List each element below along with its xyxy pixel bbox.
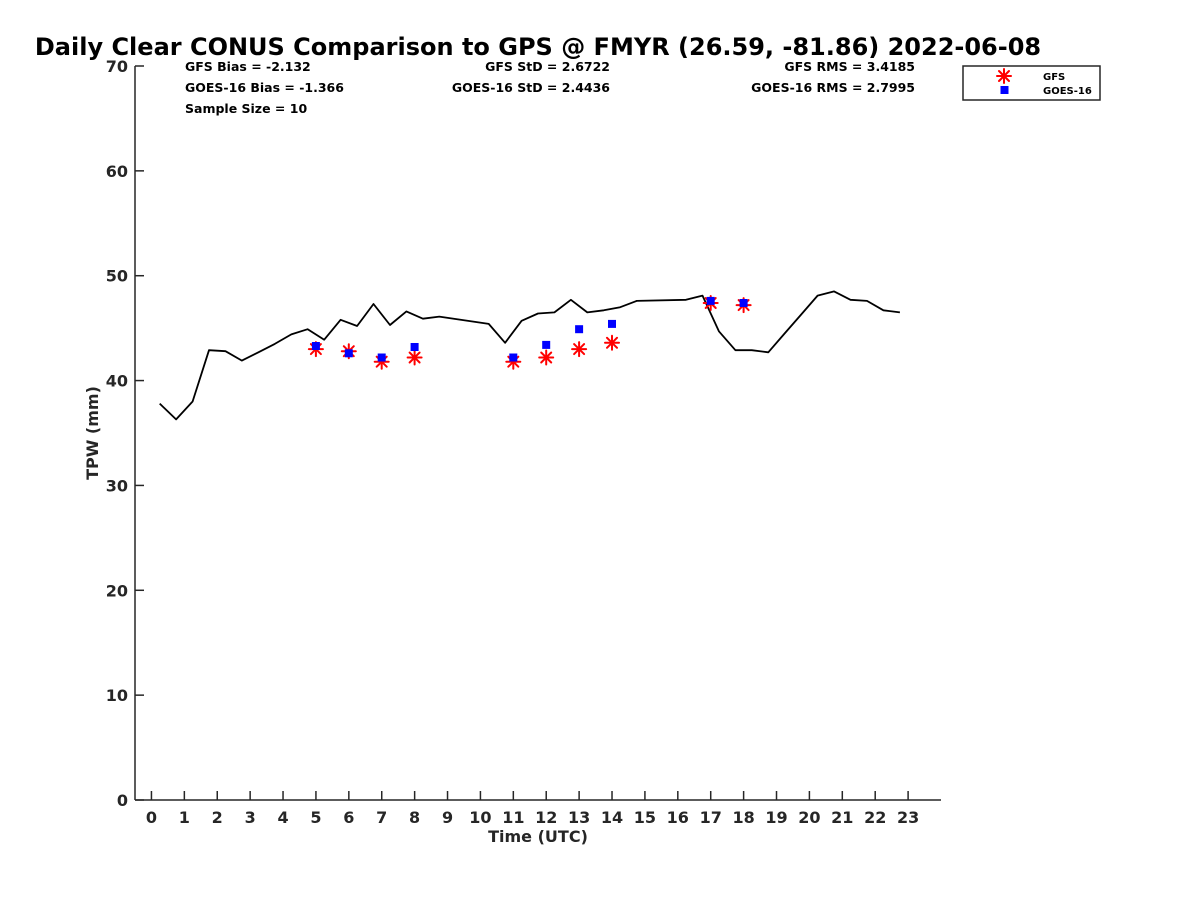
x-tick-label: 22 xyxy=(864,808,886,827)
goes-point xyxy=(311,342,320,350)
gfs-point xyxy=(406,349,423,366)
x-tick-label: 17 xyxy=(700,808,722,827)
goes-point xyxy=(575,325,584,334)
x-tick-label: 5 xyxy=(310,808,321,827)
x-tick-label: 19 xyxy=(765,808,787,827)
goes-point xyxy=(608,319,616,328)
y-tick-label: 20 xyxy=(106,581,128,600)
y-tick-label: 40 xyxy=(106,372,128,391)
x-tick-label: 21 xyxy=(831,808,853,827)
gfs-rms-text: GFS RMS = 3.4185 xyxy=(784,59,915,74)
gfs-point xyxy=(571,341,588,358)
y-axis-label: TPW (mm) xyxy=(83,386,102,480)
x-axis-label: Time (UTC) xyxy=(488,827,588,846)
y-tick-label: 0 xyxy=(117,791,128,810)
goes-std-text: GOES-16 StD = 2.4436 xyxy=(452,80,610,95)
x-tick-label: 20 xyxy=(798,808,820,827)
gfs-point xyxy=(538,349,555,366)
x-tick-label: 15 xyxy=(634,808,656,827)
x-tick-label: 18 xyxy=(732,808,754,827)
gfs-point-stroke xyxy=(408,351,421,364)
x-tick-label: 1 xyxy=(179,808,190,827)
gfs-point xyxy=(604,334,620,351)
x-tick-label: 13 xyxy=(568,808,590,827)
gfs-point-stroke xyxy=(606,336,618,349)
x-tick-label: 10 xyxy=(469,808,491,827)
goes-rms-text: GOES-16 RMS = 2.7995 xyxy=(751,80,915,95)
goes-point xyxy=(542,340,551,349)
goes-point xyxy=(344,349,353,358)
legend-goes-marker xyxy=(1000,86,1009,94)
x-tick-label: 3 xyxy=(245,808,256,827)
x-tick-label: 9 xyxy=(442,808,453,827)
chart-title: Daily Clear CONUS Comparison to GPS @ FM… xyxy=(35,33,1041,61)
y-tick-label: 60 xyxy=(106,162,128,181)
y-tick-label: 30 xyxy=(106,476,128,495)
goes-point xyxy=(739,299,748,307)
gfs-std-text: GFS StD = 2.6722 xyxy=(485,59,610,74)
x-tick-label: 23 xyxy=(897,808,919,827)
goes-bias-text: GOES-16 Bias = -1.366 xyxy=(185,80,344,95)
legend: GFS GOES-16 xyxy=(962,65,1101,101)
x-tick-label: 8 xyxy=(409,808,420,827)
goes-point xyxy=(377,353,386,362)
x-tick-label: 14 xyxy=(601,808,623,827)
x-tick-label: 16 xyxy=(667,808,689,827)
x-tick-label: 4 xyxy=(277,808,288,827)
legend-box xyxy=(962,65,1101,101)
legend-gfs-label: GFS xyxy=(1043,72,1065,83)
y-tick-label: 10 xyxy=(106,686,128,705)
x-tick-label: 7 xyxy=(376,808,387,827)
x-tick-label: 12 xyxy=(535,808,557,827)
sample-size-text: Sample Size = 10 xyxy=(185,101,307,116)
y-tick-label: 50 xyxy=(106,267,128,286)
gfs-point-stroke xyxy=(573,343,586,356)
legend-gfs-marker xyxy=(996,68,1012,84)
legend-goes-label: GOES-16 xyxy=(1043,86,1092,97)
x-tick-label: 0 xyxy=(146,808,157,827)
gfs-bias-text: GFS Bias = -2.132 xyxy=(185,59,311,74)
goes-point xyxy=(410,343,419,351)
gfs-point-stroke xyxy=(540,351,553,364)
y-tick-label: 70 xyxy=(106,57,128,76)
goes-point xyxy=(509,353,518,362)
x-tick-label: 11 xyxy=(502,808,524,827)
x-tick-label: 2 xyxy=(212,808,223,827)
x-tick-label: 6 xyxy=(343,808,354,827)
goes-point xyxy=(706,296,715,305)
gps-series-line xyxy=(159,290,901,421)
